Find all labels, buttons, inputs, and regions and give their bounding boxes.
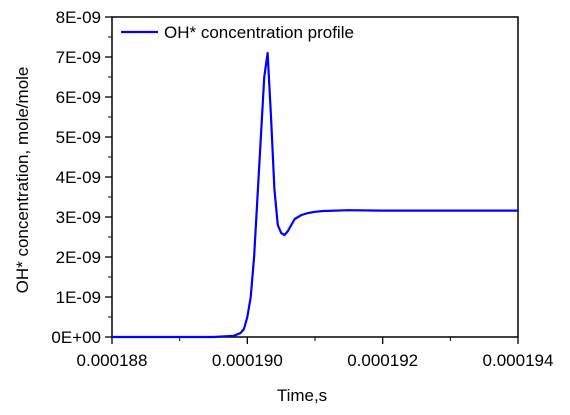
x-axis-ticks: 0.000188 0.000190 0.000192 0.000194 [77,337,554,370]
x-tick-label: 0.000192 [347,351,418,370]
y-tick-label: 6E-09 [56,88,101,107]
x-tick-label: 0.000188 [77,351,148,370]
y-tick-label: 8E-09 [56,8,101,27]
legend: OH* concentration profile [121,23,354,42]
y-axis-label: OH* concentration, mole/mole [13,67,32,294]
x-axis-label: Time,s [277,386,327,405]
x-tick-label: 0.000194 [483,351,554,370]
y-tick-label: 1E-09 [56,288,101,307]
series-layer [112,51,518,339]
y-tick-label: 7E-09 [56,48,101,67]
y-tick-label: 4E-09 [56,168,101,187]
x-tick-label: 0.000190 [212,351,283,370]
plot-area-border [111,16,519,338]
plot-frame [111,16,519,338]
y-tick-label: 3E-09 [56,208,101,227]
y-tick-label: 0E+00 [51,328,101,347]
series-line [112,51,518,339]
y-tick-label: 2E-09 [56,248,101,267]
y-tick-label: 5E-09 [56,128,101,147]
legend-label: OH* concentration profile [164,23,354,42]
y-axis-ticks: 0E+00 1E-09 2E-09 3E-09 4E-09 5E-09 6E-09 7E-09… [51,8,112,347]
